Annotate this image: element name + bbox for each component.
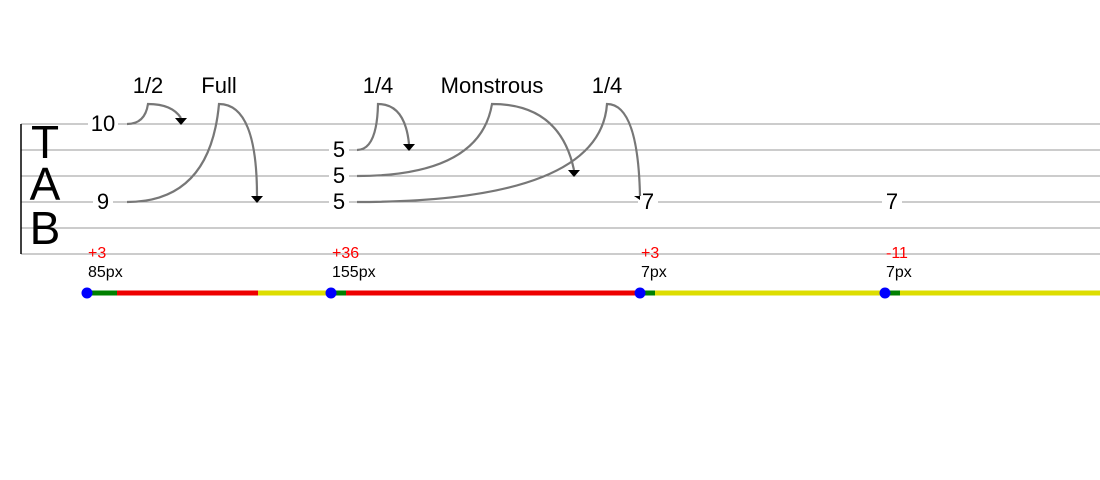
tick-dot <box>81 287 93 299</box>
fret-number: 9 <box>97 189 109 214</box>
bend-label: 1/2 <box>133 73 164 98</box>
note-bg <box>88 113 118 135</box>
clef-letter: B <box>30 202 61 254</box>
note-bg <box>329 191 349 213</box>
staff <box>20 123 1100 255</box>
bend-label: 1/4 <box>363 73 394 98</box>
shift-label: +3 <box>88 245 106 262</box>
clef-letter: T <box>31 116 59 168</box>
tick-dot <box>879 287 891 299</box>
note-bg <box>329 165 349 187</box>
bends <box>126 102 642 204</box>
bend-curve <box>356 102 642 204</box>
width-label: 85px <box>88 264 123 281</box>
bend-curve <box>356 102 576 178</box>
clef-letter: A <box>30 158 61 210</box>
bend-arrow <box>568 170 580 177</box>
fret-number: 7 <box>642 189 654 214</box>
width-label: 7px <box>886 264 912 281</box>
tick-dot <box>634 287 646 299</box>
bend-label: Monstrous <box>441 73 544 98</box>
note-bg <box>882 191 902 213</box>
fret-number: 5 <box>333 163 345 188</box>
shift-label: -11 <box>886 245 908 262</box>
bend-arrow <box>403 144 415 151</box>
note-bg <box>638 191 658 213</box>
tick-dots <box>81 287 891 299</box>
bend-label: 1/4 <box>592 73 623 98</box>
bend-arrow <box>634 196 640 200</box>
fret-number: 10 <box>91 111 115 136</box>
width-label: 155px <box>332 264 376 281</box>
bend-arrow <box>175 118 187 125</box>
bend-arrow <box>251 196 263 203</box>
bend-label: Full <box>201 73 236 98</box>
fret-number: 7 <box>886 189 898 214</box>
shift-label: +3 <box>641 245 659 262</box>
shift-label: +36 <box>332 245 359 262</box>
note-bg <box>329 139 349 161</box>
bend-curve <box>126 102 182 126</box>
bend-curve <box>126 102 259 204</box>
width-label: 7px <box>641 264 667 281</box>
note-bg <box>93 191 113 213</box>
tick-dot <box>325 287 337 299</box>
note-backgrounds <box>88 113 902 213</box>
fret-number: 5 <box>333 137 345 162</box>
fret-number: 5 <box>333 189 345 214</box>
bend-curve <box>356 102 411 152</box>
